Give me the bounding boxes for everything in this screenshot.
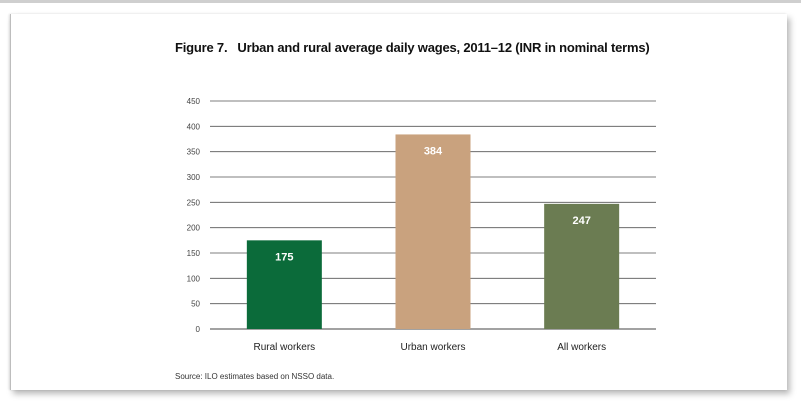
y-tick-label: 450 xyxy=(187,97,201,106)
bar xyxy=(395,134,471,329)
data-label: 175 xyxy=(275,251,293,263)
data-label: 247 xyxy=(572,215,590,227)
y-tick-label: 150 xyxy=(187,249,201,258)
x-tick-label: Rural workers xyxy=(253,342,315,353)
y-tick-label: 300 xyxy=(187,173,201,182)
bar xyxy=(544,203,620,329)
data-label: 384 xyxy=(424,145,443,157)
bar xyxy=(246,240,322,329)
x-tick-label: All workers xyxy=(557,342,606,353)
x-tick-label: Urban workers xyxy=(400,342,465,353)
y-tick-label: 0 xyxy=(196,325,201,334)
y-tick-label: 250 xyxy=(187,198,201,207)
y-tick-label: 100 xyxy=(187,274,201,283)
y-tick-label: 350 xyxy=(187,148,201,157)
top-border xyxy=(0,0,801,3)
y-tick-label: 400 xyxy=(187,122,201,131)
chart-title: Figure 7. Urban and rural average daily w… xyxy=(175,40,650,55)
figure-label: Figure 7. xyxy=(175,40,228,55)
y-tick-label: 50 xyxy=(191,300,200,309)
y-tick-label: 200 xyxy=(187,224,201,233)
source-note: Source: ILO estimates based on NSSO data… xyxy=(175,372,335,381)
chart-title-text: Urban and rural average daily wages, 201… xyxy=(237,40,650,55)
